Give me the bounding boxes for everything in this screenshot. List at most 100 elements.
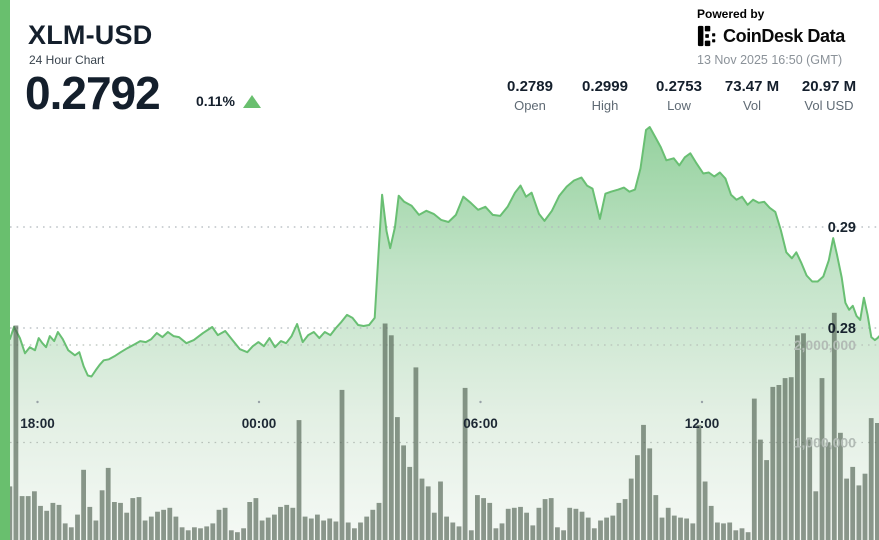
volume-bar xyxy=(302,516,308,540)
volume-bar xyxy=(733,530,739,540)
volume-bar xyxy=(758,439,763,540)
volume-bar xyxy=(395,417,400,540)
volume-bar xyxy=(290,507,296,540)
volume-bar xyxy=(284,504,290,540)
volume-bar xyxy=(450,522,456,540)
volume-bar xyxy=(659,517,665,540)
volume-bar xyxy=(210,523,216,540)
volume-bar xyxy=(388,335,394,540)
volume-bar xyxy=(438,481,443,540)
volume-bar xyxy=(653,495,659,540)
volume-bar xyxy=(727,522,733,540)
volume-bar xyxy=(868,418,874,540)
volume-bar xyxy=(407,466,413,540)
volume-bar xyxy=(50,502,56,540)
volume-bar xyxy=(610,515,616,540)
stat-volume-usd-value: 20.97 M xyxy=(801,78,857,95)
volume-bar xyxy=(813,491,819,540)
volume-bar xyxy=(358,522,363,540)
triangle-up-icon xyxy=(242,94,261,108)
time-axis-label: 12:00 xyxy=(685,416,720,431)
volume-bar xyxy=(431,512,437,540)
volume-bar xyxy=(567,507,573,540)
volume-bar xyxy=(259,520,265,540)
current-price: 0.2792 xyxy=(25,67,161,119)
volume-bar xyxy=(339,389,345,540)
volume-bar xyxy=(825,442,831,540)
time-tick-dot xyxy=(700,400,704,404)
volume-bar xyxy=(382,323,388,540)
volume-bar xyxy=(87,506,93,540)
volume-bar xyxy=(598,520,603,540)
time-axis-label: 18:00 xyxy=(20,416,55,431)
volume-bar xyxy=(745,532,751,540)
volume-bar xyxy=(635,455,640,540)
stat-high-value: 0.2999 xyxy=(582,78,628,95)
volume-bar xyxy=(555,527,560,540)
volume-bar xyxy=(278,506,283,540)
stat-open: 0.2789 Open xyxy=(507,78,553,113)
volume-bar xyxy=(715,522,720,540)
page-title: XLM-USD xyxy=(28,20,153,50)
volume-bar xyxy=(524,512,529,540)
volume-bar xyxy=(579,511,585,540)
volume-bar xyxy=(844,478,849,540)
volume-bar xyxy=(265,517,271,540)
stat-high: 0.2999 High xyxy=(582,78,628,113)
volume-bar xyxy=(708,505,714,540)
volume-bar xyxy=(25,496,31,540)
volume-bar xyxy=(401,445,406,540)
attribution-block: Powered by CoinDesk Data 13 Nov 2025 16:… xyxy=(697,7,859,67)
volume-bar xyxy=(530,525,536,540)
volume-bar xyxy=(684,518,689,540)
volume-bar xyxy=(81,469,86,540)
stat-high-label: High xyxy=(591,98,619,113)
volume-bar xyxy=(185,530,191,540)
volume-bar xyxy=(19,496,25,540)
stat-volume-usd-label: Vol USD xyxy=(804,98,854,113)
volume-bar xyxy=(776,385,782,540)
volume-bar xyxy=(204,526,210,540)
volume-bar xyxy=(764,460,769,540)
volume-axis-label: 2,000,000 xyxy=(794,337,856,353)
volume-bar xyxy=(444,516,449,540)
volume-bar xyxy=(327,518,333,540)
volume-bar xyxy=(124,512,130,540)
coindesk-brand-link[interactable]: CoinDesk Data xyxy=(697,25,859,47)
volume-bar xyxy=(148,516,154,540)
volume-bar xyxy=(505,508,511,540)
volume-bar xyxy=(413,367,419,540)
volume-bar xyxy=(56,504,62,540)
volume-bar xyxy=(788,377,794,540)
volume-bar xyxy=(856,485,862,540)
volume-bar xyxy=(739,528,745,540)
volume-bar xyxy=(481,498,486,540)
volume-bar xyxy=(622,499,628,540)
time-axis-label: 06:00 xyxy=(463,416,498,431)
volume-bar xyxy=(641,424,646,540)
volume-bar xyxy=(198,528,203,540)
volume-bar xyxy=(702,481,708,540)
volume-bar xyxy=(721,523,726,540)
volume-bar xyxy=(253,498,259,540)
stat-volume: 73.47 M Vol xyxy=(725,78,779,113)
volume-bar xyxy=(795,335,800,540)
stat-low-label: Low xyxy=(667,98,691,113)
price-axis-label: 0.29 xyxy=(828,220,856,236)
price-line xyxy=(0,126,879,378)
volume-bar xyxy=(44,510,50,540)
volume-bar xyxy=(222,507,228,540)
volume-bar xyxy=(370,509,376,540)
volume-bar xyxy=(272,514,277,540)
volume-bar xyxy=(216,509,222,540)
volume-bar xyxy=(155,511,160,540)
volume-bar xyxy=(173,516,179,540)
stat-volume-label: Vol xyxy=(742,98,762,113)
volume-bar xyxy=(678,517,683,540)
timestamp: 13 Nov 2025 16:50 (GMT) xyxy=(697,53,843,67)
volume-bar xyxy=(770,386,776,540)
volume-bar xyxy=(376,502,382,540)
volume-bar xyxy=(62,523,68,540)
